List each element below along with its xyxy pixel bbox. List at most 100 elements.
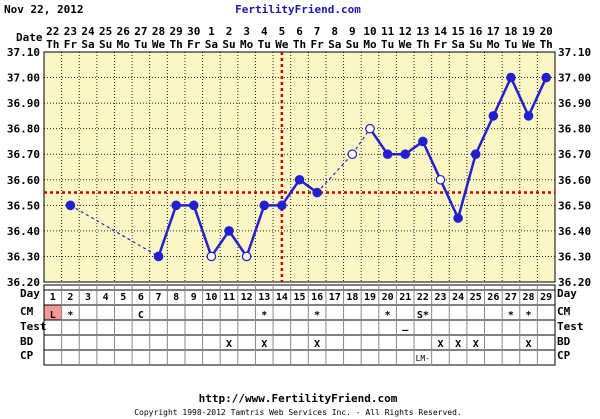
temperature-point [277,200,287,211]
temperature-point [259,200,270,211]
day-number: 13 [258,292,270,303]
date-label: 15 [451,25,464,38]
y-tick-label-left: 36.90 [7,97,40,110]
table-border [43,284,556,366]
day-number: 2 [67,292,73,303]
temperature-point-open [347,149,358,160]
weekday-label: Th [46,38,59,51]
temperature-point [418,136,428,147]
temperature-point [470,149,481,160]
date-label: 4 [261,25,268,38]
temperature-segment [527,77,548,117]
day-number: 12 [241,292,253,303]
weekday-label: Th [540,38,553,51]
temperature-point [312,187,322,198]
y-tick-label-right: 36.60 [558,174,591,187]
footer-url[interactable]: http://www.FertilityFriend.com [199,392,398,405]
weekday-label: We [399,38,413,51]
weekday-label: Su [346,38,359,51]
day-number: 26 [487,292,499,303]
date-label: 18 [504,25,517,38]
day-number: 10 [205,292,217,303]
temperature-segment [227,230,248,258]
temperature-point [488,111,499,121]
y-tick-label-right: 36.50 [558,199,591,212]
temperature-point [453,213,463,223]
y-tick-label-right: 36.80 [558,123,591,136]
weekday-label: Fr [310,38,324,51]
weekday-label: Mo [240,38,254,51]
day-number: 23 [434,292,446,303]
day-number: 5 [120,292,126,303]
y-tick-label-right: 36.20 [558,276,591,289]
date-label: 8 [331,25,338,38]
cm-entry: C [138,310,144,321]
menses-cell [44,305,62,320]
date-label: 28 [152,25,165,38]
day-number: 28 [523,292,535,303]
day-number: 16 [311,292,323,303]
temperature-segment [509,77,530,117]
bd-entry: X [526,339,532,350]
cp-row-label-right: CP [557,349,571,362]
bd-entry: X [314,339,320,350]
temperature-point-open [435,174,446,185]
temperature-point [153,251,164,262]
cm-row-label-right: CM [557,305,571,318]
temperature-point [188,200,199,211]
bd-entry: X [473,339,479,350]
weekday-label: Su [99,38,112,51]
date-label: 30 [187,25,200,38]
day-number: 3 [85,292,91,303]
weekday-label: We [152,38,166,51]
temperature-point-open [241,251,252,262]
plot-border [43,51,556,283]
date-label: 24 [81,25,95,38]
weekday-label: Sa [451,38,464,51]
temperature-point-open [365,123,375,134]
temperature-point [382,149,393,160]
day-number: 15 [293,292,305,303]
date-label: 25 [99,25,112,38]
day-number: 25 [470,292,482,303]
cm-entry: * [261,310,267,321]
day-number: 11 [223,292,235,303]
weekday-label: Su [469,38,482,51]
bd-entry: X [261,339,267,350]
y-tick-label-right: 36.40 [558,225,591,238]
weekday-label: Th [416,38,429,51]
weekday-label: Tu [504,38,517,51]
cm-entry: * [508,310,514,321]
date-label: 17 [487,25,500,38]
day-number: 7 [156,292,162,303]
temperature-segment [456,153,477,219]
date-label: 26 [117,25,131,38]
day-number: 6 [138,292,144,303]
day-number: 18 [346,292,358,303]
chart-date: Nov 22, 2012 [4,3,83,16]
date-label: 16 [469,25,483,38]
date-label: 11 [381,25,395,38]
weekday-label: Sa [328,38,341,51]
date-label: 1 [208,25,215,38]
date-label: 2 [226,25,233,38]
date-row-label: Date [16,31,43,44]
plot-area [44,52,555,282]
cm-entry: * [526,310,532,321]
temperature-segment-dashed [351,128,371,155]
day-number: 14 [276,292,288,303]
date-label: 14 [434,25,448,38]
weekday-label: Fr [434,38,448,51]
temperature-point [171,200,181,211]
date-label: 29 [170,25,183,38]
date-label: 10 [363,25,376,38]
temperature-point [224,226,234,236]
date-label: 23 [64,25,77,38]
day-number: 21 [399,292,411,303]
bd-entry: X [437,339,443,350]
y-tick-label-left: 36.60 [7,174,40,187]
temperature-segment [280,179,301,207]
date-label: 13 [416,25,429,38]
weekday-label: Mo [487,38,501,51]
